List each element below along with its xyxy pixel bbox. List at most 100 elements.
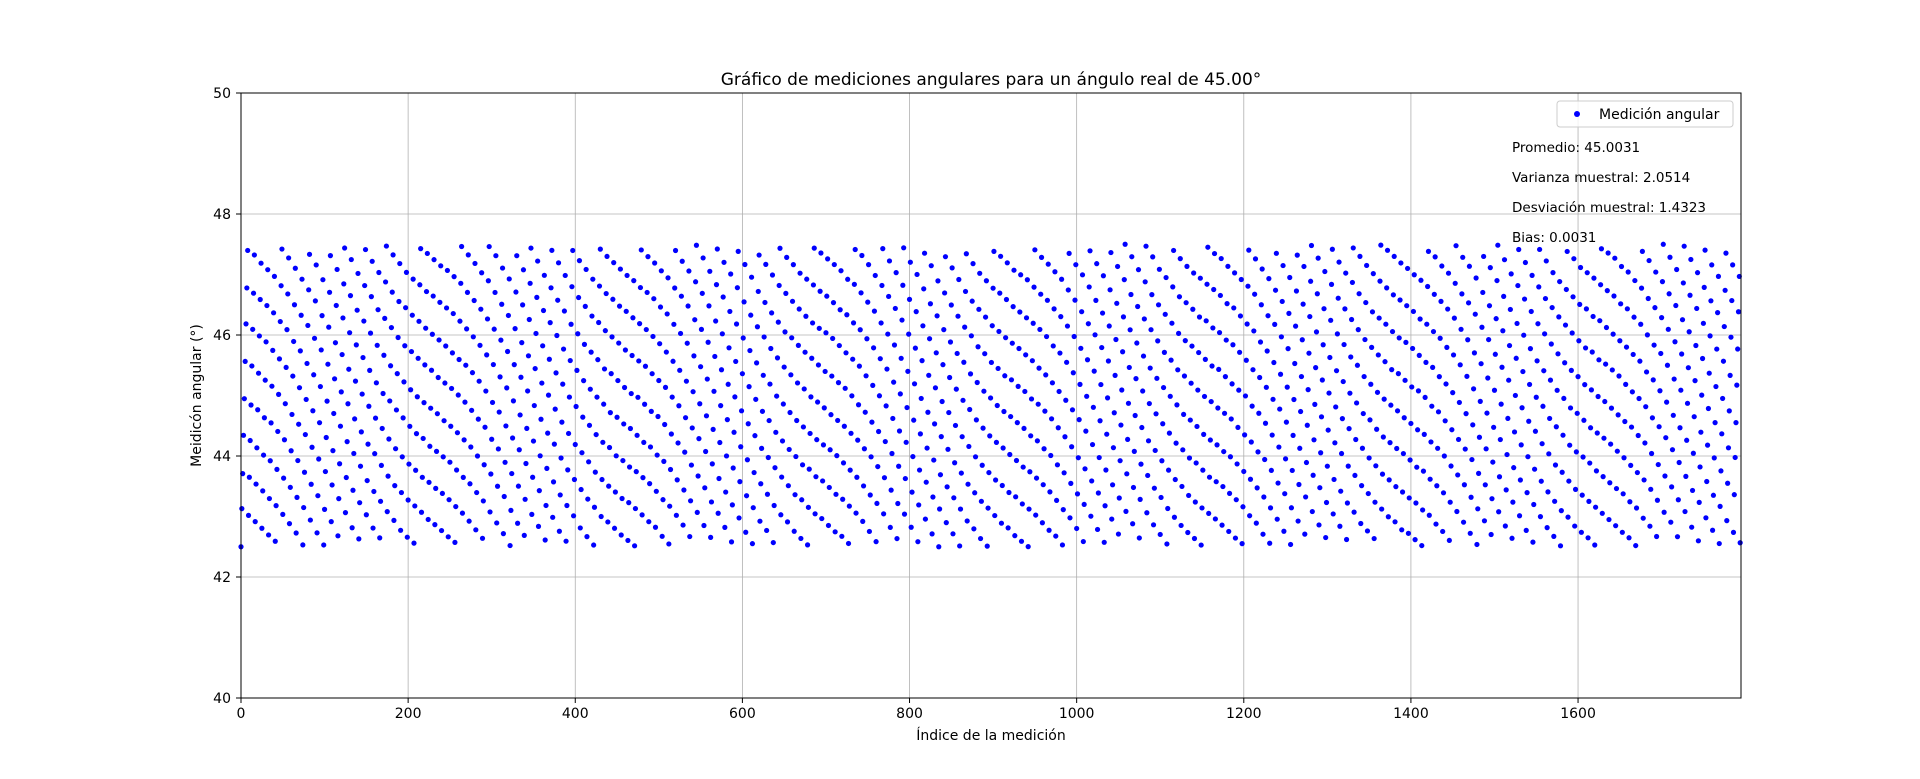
data-point [255,407,261,413]
data-point [642,363,649,369]
data-point [1407,457,1413,463]
data-point [1217,292,1223,299]
data-point [769,310,775,316]
data-point [1007,451,1013,458]
data-point [324,398,330,404]
data-point [1681,243,1687,249]
data-point [1488,531,1494,538]
data-point [335,533,341,539]
data-point [1725,445,1732,451]
data-point [1399,527,1405,533]
data-point [1390,292,1396,298]
data-point [1603,361,1609,367]
data-point [363,512,369,518]
data-point [1533,394,1539,400]
data-point [746,384,752,390]
data-point [1162,311,1168,317]
data-point [250,326,256,332]
data-point [688,462,695,468]
data-point [1720,358,1727,364]
data-point [1040,482,1046,488]
data-point [307,517,313,523]
data-point [1287,274,1293,281]
data-point [1283,419,1290,425]
data-point [316,456,322,462]
data-point [1603,324,1610,331]
data-point [954,350,960,357]
data-point [1615,412,1621,418]
data-point [783,290,789,296]
data-point [473,527,479,533]
data-point [1582,345,1589,351]
data-point [1028,433,1034,439]
data-point [1293,288,1300,294]
data-point [958,470,964,476]
data-point [1470,386,1477,392]
data-point [1466,263,1473,269]
data-point [1164,541,1170,547]
data-point [1470,422,1476,428]
data-point [586,459,592,465]
data-point [852,246,858,253]
data-point [281,475,287,481]
data-point [1348,316,1355,323]
data-point [1286,310,1292,316]
data-point [1634,469,1640,476]
data-point [1475,506,1481,512]
data-point [1481,518,1488,524]
data-point [1403,339,1409,345]
data-point [490,361,496,368]
data-point [382,279,389,285]
data-point [1091,368,1097,374]
data-point [861,446,867,452]
data-point [456,356,462,363]
data-point [1454,508,1460,515]
data-point [1092,332,1098,338]
data-point [662,421,668,428]
data-point [1229,381,1235,387]
data-point [379,425,385,432]
data-point [1618,301,1624,307]
data-point [506,276,512,282]
data-point [579,450,585,456]
data-point [1369,344,1375,350]
x-axis-ticks: 0 200 400 600 800 1000 1200 1400 1600 [237,698,1596,722]
data-point [1623,381,1629,387]
data-point [1248,439,1254,445]
stat-annotation: Varianza muestral: 2.0514 [1512,170,1690,186]
data-point [1081,501,1087,508]
data-point [964,518,970,524]
data-point [1576,338,1582,344]
data-point [1325,427,1331,433]
data-point [845,540,852,547]
data-point [1048,416,1055,422]
data-point [1501,293,1507,299]
data-point [1242,393,1249,399]
data-point [1607,480,1613,486]
data-point [1225,263,1231,269]
data-point [445,534,451,540]
data-point [1149,292,1155,298]
data-point [713,318,719,324]
data-point [1130,484,1137,491]
data-point [291,302,298,308]
data-point [860,518,866,524]
data-point [1621,455,1627,461]
data-point [1704,478,1710,485]
data-point [644,289,650,296]
data-point [910,453,916,460]
data-point [1468,494,1474,500]
data-point [265,267,271,273]
data-point [528,245,534,251]
data-point [1506,342,1513,349]
data-point [294,494,300,500]
data-point [360,354,366,361]
data-point [261,415,267,421]
data-point [292,265,298,271]
data-point [1410,308,1417,315]
data-point [1731,492,1737,498]
data-point [720,294,726,300]
data-point [804,542,811,548]
x-tick-label: 1200 [1226,706,1262,722]
